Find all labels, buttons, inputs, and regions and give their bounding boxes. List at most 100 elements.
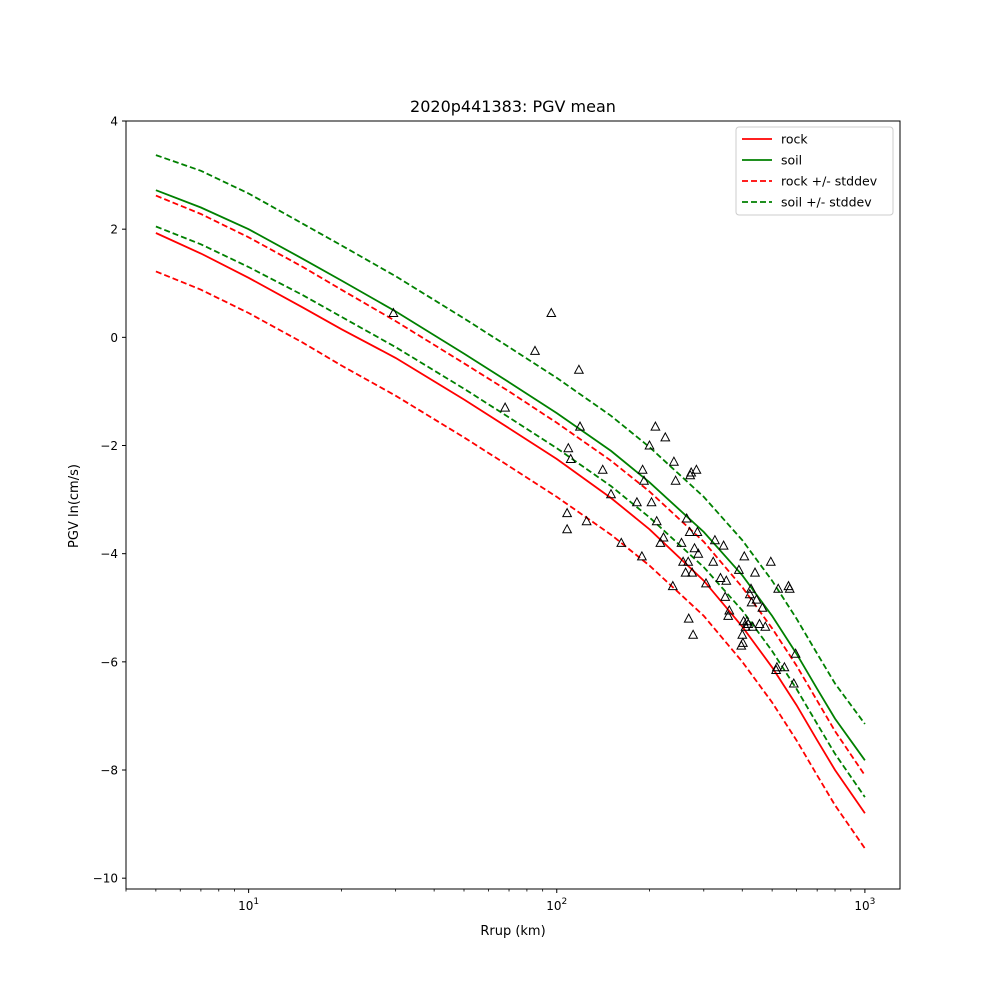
observation-point [683, 556, 694, 566]
series-line-0 [155, 232, 866, 814]
observation-point [715, 572, 726, 582]
observation-point [718, 540, 729, 550]
observation-point [646, 496, 657, 507]
observation-point [680, 567, 691, 577]
observation-point [684, 526, 695, 536]
observation-point [499, 402, 511, 412]
observation-point [686, 567, 698, 577]
observation-point [605, 488, 617, 499]
observation-point [565, 453, 576, 463]
observation-point [631, 496, 643, 507]
observation-point [563, 442, 574, 453]
observation-point [709, 534, 721, 545]
observation-point [765, 556, 776, 566]
y-axis-label: PGV ln(cm/s) [67, 464, 82, 548]
observation-point [733, 564, 745, 574]
observation-point [644, 439, 655, 450]
observation-point [737, 637, 749, 647]
y-tick-label: −10 [93, 872, 118, 886]
y-tick-label: −8 [100, 764, 118, 778]
observation-point [790, 648, 801, 658]
observation-point [747, 621, 758, 631]
observation-point [638, 475, 650, 485]
y-tick-label: −4 [100, 547, 118, 561]
observation-point [683, 613, 694, 623]
observation-point [691, 464, 702, 474]
series-line-2 [155, 194, 866, 776]
observation-point [658, 531, 669, 542]
series-line-3 [155, 270, 866, 849]
observation-point [779, 661, 790, 672]
observation-point [724, 604, 735, 615]
legend-box [735, 126, 894, 216]
observation-point [700, 577, 712, 588]
observation-point [708, 556, 719, 566]
plot-area [155, 154, 866, 849]
y-tick-label: −6 [100, 655, 118, 669]
series-line-1 [155, 189, 866, 761]
observation-point [740, 621, 751, 631]
observation-point [757, 602, 768, 612]
observation-point [668, 456, 680, 466]
observation-point [637, 464, 648, 474]
observation-point [754, 618, 765, 628]
observation-point [388, 307, 399, 317]
y-tick-label: 0 [110, 331, 118, 345]
observation-point [561, 507, 573, 518]
x-axis: 101 102 103 [125, 889, 875, 913]
axes-frame [125, 120, 901, 890]
legend-label: rock [781, 132, 808, 147]
observation-point [737, 629, 748, 639]
y-tick-label: −2 [100, 439, 118, 453]
observation-point [784, 583, 795, 593]
observation-point [655, 537, 666, 547]
x-tick-label: 101 [238, 897, 259, 913]
observation-point [788, 677, 799, 688]
observation-point [670, 475, 681, 485]
observation-point [773, 583, 784, 593]
observation-point [597, 464, 608, 474]
observation-point [681, 512, 692, 523]
observation-point [743, 618, 754, 628]
observation-point [687, 629, 699, 639]
x-axis-label: Rrup (km) [480, 924, 545, 939]
observation-point [581, 515, 592, 526]
observation-point [745, 583, 757, 593]
observation-point [749, 567, 761, 577]
observation-point [660, 431, 671, 442]
chart-title: 2020p441383: PGV mean [410, 97, 616, 116]
observation-point [636, 550, 648, 561]
observation-point [650, 421, 661, 431]
y-tick-label: 4 [110, 115, 118, 129]
legend-label: rock +/- stddev [781, 174, 878, 189]
legend-label: soil [781, 153, 802, 168]
observation-point [744, 588, 755, 599]
observation-point [746, 596, 757, 607]
observation-point [751, 594, 762, 604]
x-tick-label: 102 [546, 897, 567, 913]
observation-point [771, 661, 783, 672]
observation-point [770, 664, 782, 674]
observation-point [693, 548, 704, 558]
legend: rock soil rock +/- stddev soil +/- stddev [735, 126, 894, 216]
legend-label: soil +/- stddev [781, 195, 872, 210]
y-tick-label: 2 [110, 223, 118, 237]
observation-point [667, 580, 678, 591]
observation-point [561, 523, 573, 534]
observation-point [723, 610, 734, 620]
observation-point [739, 550, 750, 561]
observation-point [760, 621, 771, 631]
observation-point [692, 526, 703, 536]
observation-point [573, 364, 585, 374]
y-axis: 4 2 0 −2 −4 −6 −8 −10 [93, 115, 126, 886]
observation-point [721, 575, 732, 585]
observation-point [720, 591, 731, 601]
x-tick-label: 103 [854, 897, 875, 913]
observation-point [677, 556, 689, 566]
observation-point [676, 537, 687, 547]
observation-point [529, 345, 541, 355]
observation-point [689, 542, 700, 553]
observation-point [574, 421, 586, 431]
observation-point [546, 307, 557, 317]
